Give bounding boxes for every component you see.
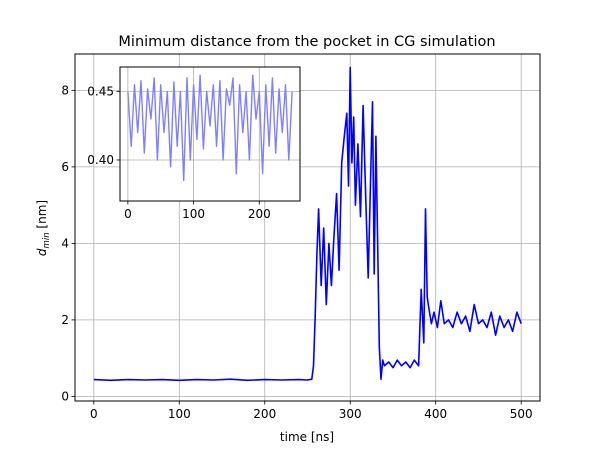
main-x-tick-label: 200: [253, 407, 276, 421]
y-axis-label-symbol: d: [35, 248, 49, 256]
y-axis-label: dmin [nm]: [35, 200, 52, 256]
inset-x-tick-label: 0: [124, 207, 132, 221]
main-grid: [75, 54, 540, 401]
main-x-ticks: 0 100 200 300 400 500: [90, 401, 533, 421]
main-plot-frame: [74, 53, 541, 402]
chart-title: Minimum distance from the pocket in CG s…: [118, 34, 495, 50]
main-series-line: [93, 66, 522, 382]
x-axis-label: time [ns]: [280, 430, 334, 444]
inset-x-ticks: 0 100 200: [124, 201, 271, 221]
main-x-tick-label: 400: [424, 407, 447, 421]
inset-y-tick-label: 0.40: [87, 153, 114, 167]
main-y-ticks: 0 2 4 6 8: [61, 83, 75, 403]
main-x-tick-label: 500: [510, 407, 533, 421]
main-x-tick-label: 100: [168, 407, 191, 421]
inset-y-tick-label: 0.45: [87, 85, 114, 99]
main-y-tick-label: 4: [61, 236, 69, 250]
main-y-tick-label: 0: [61, 389, 69, 403]
main-series: [93, 66, 522, 382]
inset-series: [127, 74, 293, 182]
inset-grid: [120, 67, 300, 201]
inset-x-tick-label: 200: [248, 207, 271, 221]
main-x-tick-label: 0: [90, 407, 98, 421]
inset-x-tick-label: 100: [182, 207, 205, 221]
main-y-tick-label: 2: [61, 313, 69, 327]
main-x-tick-label: 300: [339, 407, 362, 421]
inset-plot-frame: [119, 66, 301, 202]
y-axis-label-subscript: min: [42, 232, 52, 248]
main-y-tick-label: 8: [61, 83, 69, 97]
main-y-tick-label: 6: [61, 160, 69, 174]
inset-y-ticks: 0.40 0.45: [87, 85, 120, 167]
inset-plot: 0 100 200 0.40 0.45: [87, 66, 301, 221]
y-axis-label-unit: [nm]: [35, 200, 49, 232]
inset-series-line: [127, 74, 293, 182]
